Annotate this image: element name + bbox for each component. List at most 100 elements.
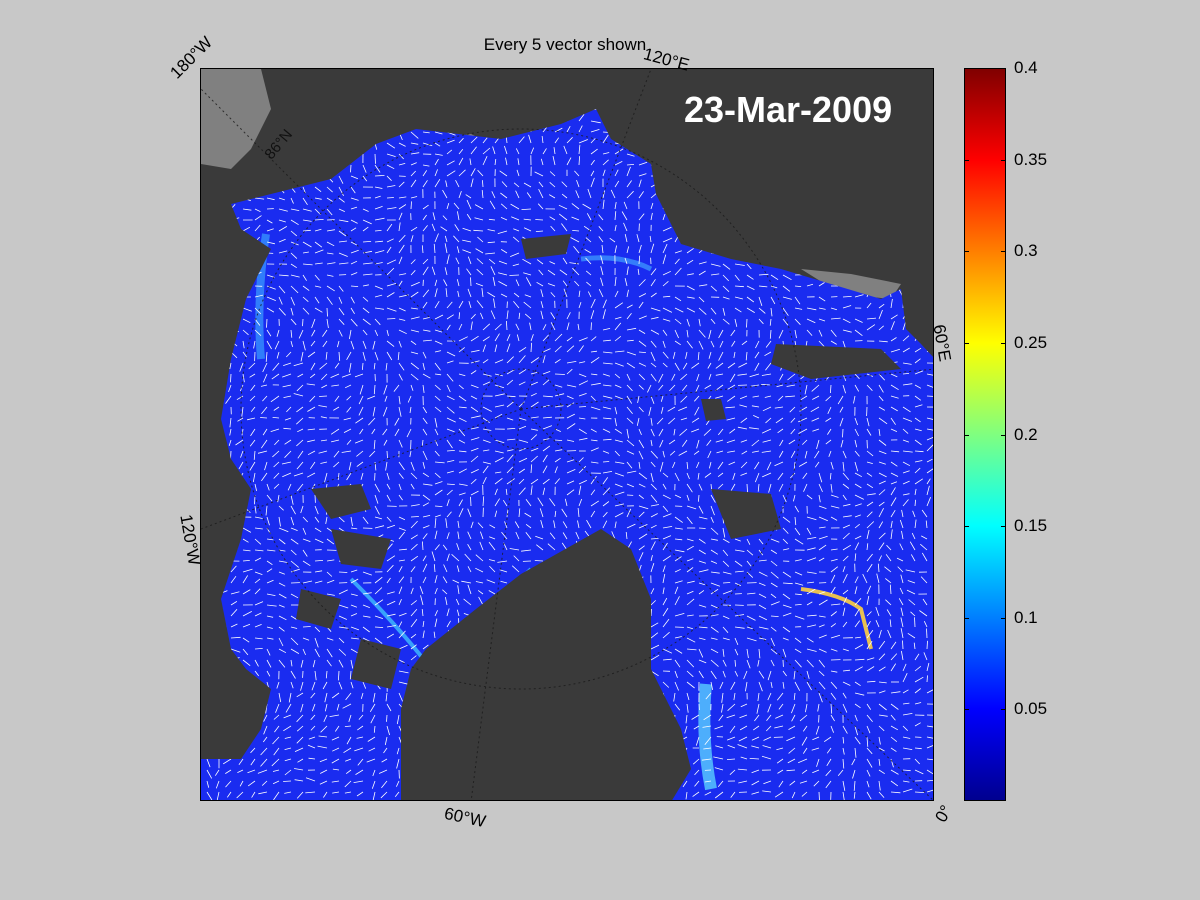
ice-drift-vector [487, 292, 496, 298]
ice-drift-vector [798, 461, 808, 467]
ice-drift-vector [566, 361, 577, 364]
ice-drift-vector [346, 351, 352, 360]
ice-drift-vector [467, 508, 472, 518]
ice-drift-vector [914, 404, 923, 408]
ice-drift-vector [398, 340, 402, 348]
ice-drift-vector [704, 780, 712, 783]
ice-drift-vector [386, 223, 393, 232]
ice-drift-vector [727, 703, 736, 711]
ice-drift-vector [590, 322, 592, 331]
ice-drift-vector [422, 502, 430, 507]
ice-drift-vector [853, 395, 856, 404]
ice-drift-vector [674, 549, 685, 553]
ice-drift-vector [300, 703, 304, 713]
ice-drift-vector [324, 692, 328, 703]
ice-drift-vector [242, 560, 250, 562]
ice-drift-vector [266, 307, 275, 313]
ice-drift-vector [458, 312, 460, 320]
ice-drift-vector [398, 362, 405, 371]
ice-drift-vector [758, 582, 766, 586]
ice-drift-vector [536, 259, 544, 265]
ice-drift-vector [373, 725, 376, 733]
ice-drift-vector [229, 428, 232, 436]
ice-drift-vector [614, 483, 623, 488]
ice-drift-vector [454, 224, 460, 232]
ice-drift-vector [662, 565, 666, 573]
ice-drift-vector [307, 472, 316, 478]
ice-drift-vector [790, 472, 796, 479]
ice-drift-vector [456, 279, 460, 287]
ice-drift-vector [294, 747, 304, 752]
ice-drift-vector [674, 703, 681, 711]
ice-drift-vector [307, 428, 316, 431]
ice-drift-vector [386, 483, 391, 490]
ice-drift-vector [350, 307, 355, 315]
ice-drift-vector [458, 439, 466, 444]
ice-drift-vector [278, 285, 286, 294]
ice-drift-vector [574, 170, 580, 177]
ice-drift-vector [489, 200, 496, 210]
ice-drift-vector [626, 523, 636, 529]
ice-drift-vector [228, 439, 232, 447]
ice-drift-vector [521, 208, 532, 210]
ice-drift-vector [314, 307, 323, 313]
ice-drift-vector [260, 439, 268, 449]
ice-drift-vector [326, 579, 335, 584]
ice-drift-vector [540, 310, 544, 320]
ice-drift-vector [536, 281, 544, 287]
ice-drift-vector [510, 252, 520, 257]
ice-drift-vector [887, 629, 892, 639]
ice-drift-vector [380, 791, 388, 799]
ice-drift-vector [926, 384, 933, 389]
ice-drift-vector [314, 670, 317, 681]
ice-drift-vector [337, 472, 340, 480]
ice-drift-vector [477, 169, 484, 177]
ice-drift-vector [842, 524, 851, 529]
ice-drift-vector [794, 559, 802, 562]
ice-drift-vector [266, 615, 274, 618]
ice-drift-vector [242, 549, 251, 552]
ice-drift-vector [602, 477, 609, 485]
ice-drift-vector [372, 769, 376, 777]
ice-drift-vector [467, 288, 472, 298]
ice-drift-vector [367, 395, 376, 400]
ice-drift-vector [302, 296, 309, 302]
ice-drift-vector [554, 358, 561, 364]
ice-drift-vector [770, 593, 777, 599]
ice-drift-vector [206, 769, 213, 779]
ice-drift-vector [686, 590, 694, 595]
ice-drift-vector [926, 788, 933, 793]
ice-drift-vector [776, 747, 784, 751]
ice-drift-vector [708, 329, 712, 340]
ice-drift-vector [626, 508, 632, 518]
ice-drift-vector [456, 609, 460, 617]
ice-drift-vector [866, 493, 876, 496]
ice-drift-vector [398, 461, 405, 471]
ice-drift-vector [270, 428, 280, 432]
ice-drift-vector [919, 610, 928, 617]
ice-drift-vector [577, 520, 580, 529]
island [771, 344, 901, 379]
ice-drift-vector [362, 318, 371, 326]
ice-drift-vector [878, 791, 885, 798]
ice-drift-vector [422, 329, 431, 332]
ice-drift-vector [853, 780, 856, 791]
ice-drift-vector [314, 219, 324, 221]
ice-drift-vector [686, 538, 694, 542]
ice-drift-vector [549, 171, 556, 177]
ice-drift-vector [722, 296, 730, 300]
ice-drift-vector [638, 315, 647, 320]
ice-drift-vector [686, 461, 689, 470]
ice-drift-vector [530, 416, 539, 419]
ice-drift-vector [293, 393, 304, 397]
ice-drift-vector [802, 439, 808, 445]
ice-drift-vector [761, 755, 772, 760]
ice-drift-vector [254, 208, 261, 213]
ice-drift-vector [722, 648, 725, 657]
ice-drift-vector [282, 384, 292, 388]
ice-drift-vector [457, 520, 460, 529]
ice-drift-vector [262, 428, 268, 436]
ice-drift-vector [343, 428, 352, 433]
ice-drift-vector [362, 307, 370, 314]
ice-drift-vector [237, 417, 244, 422]
